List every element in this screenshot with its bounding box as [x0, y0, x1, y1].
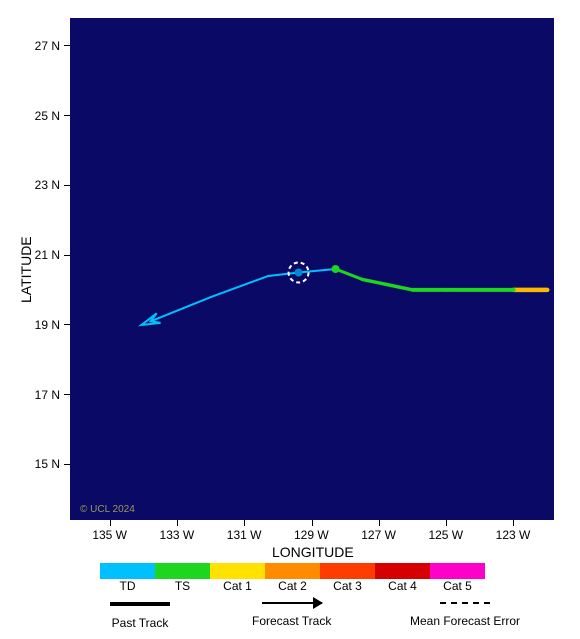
x-tick-label: 123 W [496, 528, 531, 542]
x-tick [244, 520, 245, 526]
y-tick [64, 255, 70, 256]
y-tick-label: 27 N [35, 39, 60, 53]
y-tick [64, 45, 70, 46]
legend-arrow-icon [262, 602, 322, 604]
x-tick-label: 125 W [428, 528, 463, 542]
y-axis-label: LATITUDE [18, 236, 34, 303]
legend-box [100, 563, 155, 579]
track-legend-item: Mean Forecast Error [410, 602, 520, 628]
x-tick [513, 520, 514, 526]
track-legend-label: Mean Forecast Error [410, 614, 520, 628]
x-tick-label: 129 W [294, 528, 329, 542]
credit-text: © UCL 2024 [80, 504, 135, 515]
track-legend-label: Past Track [112, 616, 169, 630]
legend-label: TD [100, 579, 155, 593]
y-tick-label: 15 N [35, 457, 60, 471]
legend-label: Cat 3 [320, 579, 375, 593]
plot-area [70, 18, 554, 520]
legend-box [320, 563, 375, 579]
x-tick-label: 133 W [160, 528, 195, 542]
x-tick-label: 131 W [227, 528, 262, 542]
track-legend-item: Past Track [110, 602, 170, 630]
y-tick-label: 17 N [35, 388, 60, 402]
y-tick [64, 464, 70, 465]
y-tick-label: 21 N [35, 248, 60, 262]
y-tick-label: 23 N [35, 178, 60, 192]
y-tick [64, 324, 70, 325]
x-tick [446, 520, 447, 526]
legend-box [155, 563, 210, 579]
track-legend-item: Forecast Track [252, 602, 331, 628]
legend-box [210, 563, 265, 579]
legend-dash-icon [440, 602, 490, 604]
y-tick-label: 19 N [35, 318, 60, 332]
x-tick [110, 520, 111, 526]
x-tick-label: 127 W [361, 528, 396, 542]
legend-label: Cat 4 [375, 579, 430, 593]
x-tick [177, 520, 178, 526]
legend-box [375, 563, 430, 579]
x-axis-label: LONGITUDE [272, 544, 354, 560]
legend-box [265, 563, 320, 579]
y-tick [64, 185, 70, 186]
track-legend-label: Forecast Track [252, 614, 331, 628]
legend-label: Cat 1 [210, 579, 265, 593]
y-tick [64, 394, 70, 395]
x-tick [379, 520, 380, 526]
storm-track-chart: © UCL 2024 LONGITUDE LATITUDE TDTSCat 1C… [0, 0, 580, 639]
y-tick-label: 25 N [35, 109, 60, 123]
legend-label: Cat 2 [265, 579, 320, 593]
category-legend: TDTSCat 1Cat 2Cat 3Cat 4Cat 5 [100, 563, 485, 593]
x-tick-label: 135 W [92, 528, 127, 542]
y-tick [64, 115, 70, 116]
legend-label: Cat 5 [430, 579, 485, 593]
legend-bold-icon [110, 602, 170, 606]
x-tick [312, 520, 313, 526]
legend-label: TS [155, 579, 210, 593]
legend-box [430, 563, 485, 579]
